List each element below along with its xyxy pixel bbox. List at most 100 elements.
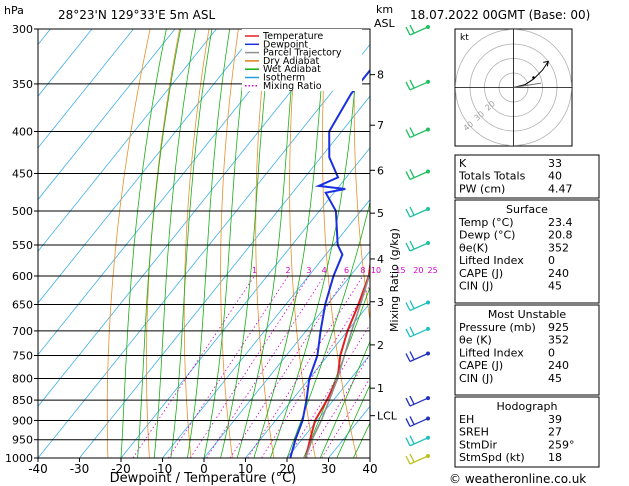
index-label: θe (K) [459, 334, 492, 347]
height-tick-label: LCL [377, 410, 398, 423]
wind-barb [405, 395, 430, 407]
pressure-tick-label: 800 [12, 372, 33, 385]
isotherm-line [38, 29, 217, 252]
wet-adiabat-line [153, 29, 197, 458]
index-label: Lifted Index [459, 346, 524, 359]
dry-adiabat-line [591, 29, 629, 458]
isotherm-line [38, 29, 134, 149]
height-axis: 8 7 6 5 4 3 2 1 LCL [370, 69, 398, 423]
temperature-tick-label: -40 [28, 462, 48, 476]
mixing-ratio-line [168, 275, 289, 458]
wind-barb [405, 79, 430, 91]
mixing-ratio-tick-label: 6 [344, 266, 349, 275]
index-value: 240 [548, 359, 569, 372]
index-label: StmDir [459, 438, 498, 451]
legend-label: Isotherm [263, 73, 305, 84]
height-tick-label: 4 [377, 253, 384, 266]
legend-label: Mixing Ratio [263, 81, 322, 92]
pressure-tick-label: 700 [12, 325, 33, 338]
mixing-ratio-tick-label: 10 [371, 266, 381, 275]
wet-adiabat-line [336, 383, 370, 458]
wind-barb [405, 300, 430, 312]
legend-label: Parcel Trajectory [263, 48, 342, 59]
temperature-tick-label: 10 [238, 462, 253, 476]
index-value: 4.47 [548, 182, 573, 195]
mixing-ratio-tick-label: 15 [395, 266, 405, 275]
wet-adiabat-line [303, 286, 370, 458]
plot-frame [37, 28, 371, 459]
index-value: 20.8 [548, 229, 573, 242]
index-box-title: Surface [506, 203, 548, 216]
wind-barb [405, 453, 430, 465]
legend-label: Temperature [262, 31, 323, 42]
isotherm-line [38, 29, 176, 201]
height-unit-label-asl: ASL [374, 17, 396, 30]
hodograph-marker [532, 76, 535, 79]
index-label: Dewp (°C) [459, 229, 515, 242]
mixing-ratio-tick-label: 8 [360, 266, 365, 275]
wet-adiabat-line [220, 29, 272, 458]
index-label: Totals Totals [458, 170, 526, 183]
temperature-tick-label: 40 [362, 462, 377, 476]
isotherm-line [203, 250, 370, 458]
index-box [454, 199, 600, 304]
isotherm-line [245, 302, 370, 458]
index-box-title: Most Unstable [488, 308, 567, 321]
hodograph-unit-label: kt [460, 33, 469, 43]
wet-adiabat-line [137, 29, 181, 458]
isotherm-line [286, 353, 370, 458]
index-label: θe(K) [459, 241, 488, 254]
storm-motion-vector [513, 82, 542, 88]
temperature-tick-label: 20 [279, 462, 294, 476]
wind-barb [405, 351, 430, 363]
isotherm-line [38, 29, 342, 407]
wind-barb [405, 127, 430, 139]
pressure-tick-label: 900 [12, 414, 33, 427]
pressure-unit-label: hPa [4, 4, 24, 17]
index-value: 27 [548, 426, 562, 439]
wet-adiabat-line [319, 340, 370, 458]
mixing-ratio-line [229, 275, 347, 458]
pressure-tick-label: 450 [12, 167, 33, 180]
mixing-ratio-line [206, 275, 325, 458]
pressure-tick-label: 400 [12, 126, 33, 139]
pressure-tick-label: 950 [12, 434, 33, 447]
index-box [454, 396, 600, 468]
wind-barb [405, 435, 430, 447]
height-tick-label: 3 [377, 296, 384, 309]
temperature-tick-label: -30 [70, 462, 90, 476]
mixing-ratio-line [261, 284, 370, 458]
pressure-tick-label: 600 [12, 270, 33, 283]
index-label: EH [459, 413, 474, 426]
height-tick-label: 8 [377, 69, 384, 82]
index-label: CIN (J) [459, 280, 493, 293]
height-tick-label: 6 [377, 164, 384, 177]
index-label: Temp (°C) [458, 216, 514, 229]
pressure-tick-label: 650 [12, 299, 33, 312]
isotherm-line [38, 29, 259, 304]
wet-adiabat-line [270, 29, 361, 458]
index-value: 352 [548, 241, 569, 254]
index-value: 39 [548, 413, 562, 426]
index-label: Lifted Index [459, 254, 524, 267]
pressure-tick-label: 850 [12, 394, 33, 407]
valid-time-label: 18.07.2022 00GMT (Base: 00) [410, 8, 590, 22]
index-value: 45 [548, 280, 562, 293]
isotherm-line [162, 198, 370, 458]
index-value: 259° [548, 438, 575, 451]
wet-adiabat-line [236, 29, 298, 458]
mixing-ratio-line [247, 275, 364, 458]
index-label: Pressure (mb) [459, 321, 536, 334]
mixing-ratio-line [306, 353, 370, 458]
mixing-ratio-line [190, 275, 310, 458]
pressure-tick-label: 550 [12, 239, 33, 252]
height-unit-label: km [376, 3, 393, 16]
isotherm-line [38, 43, 370, 458]
legend-label: Wet Adiabat [263, 64, 321, 75]
isotherm-line [79, 95, 370, 458]
wind-barbs [405, 24, 430, 465]
wind-barb [405, 206, 430, 218]
pressure-tick-label: 300 [12, 23, 33, 36]
height-tick-label: 7 [377, 119, 384, 132]
dry-adiabat-line [621, 29, 629, 458]
